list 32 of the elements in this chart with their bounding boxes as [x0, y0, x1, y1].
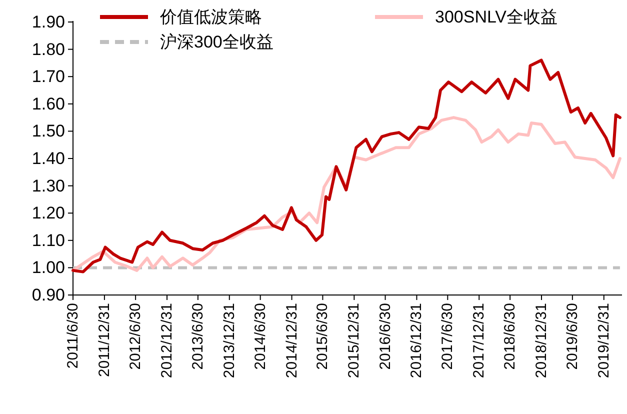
x-tick-label: 2017/6/30 — [439, 303, 456, 370]
x-tick-label: 2016/6/30 — [376, 303, 394, 370]
x-tick-label: 2019/6/30 — [564, 303, 581, 370]
x-tick-label: 2013/12/31 — [220, 303, 238, 378]
x-tick-label: 2011/12/31 — [96, 303, 113, 377]
x-tick-label: 2014/12/31 — [283, 303, 300, 378]
y-tick-label: 1.40 — [32, 149, 65, 168]
x-tick-label: 2019/12/31 — [595, 303, 612, 378]
x-tick-label: 2013/6/30 — [189, 303, 206, 370]
y-tick-label: 1.10 — [32, 230, 65, 250]
x-tick-label: 2015/6/30 — [314, 303, 332, 370]
y-tick-label: 1.90 — [32, 12, 65, 32]
y-tick-label: 1.00 — [32, 258, 65, 278]
x-tick-label: 2012/12/31 — [158, 303, 176, 378]
x-tick-label: 2015/12/31 — [346, 303, 363, 378]
y-tick-label: 1.80 — [32, 40, 65, 59]
x-tick-label: 2016/12/31 — [408, 303, 426, 378]
legend-label: 300SNLV全收益 — [435, 8, 558, 26]
x-tick-label: 2011/6/30 — [64, 303, 82, 369]
legend-label: 价值低波策略 — [159, 8, 262, 26]
y-tick-label: 1.30 — [32, 176, 65, 196]
y-tick-label: 0.90 — [32, 286, 65, 304]
x-tick-label: 2014/6/30 — [252, 303, 269, 370]
x-tick-label: 2017/12/31 — [470, 303, 488, 378]
x-tick-label: 2018/6/30 — [502, 303, 519, 370]
y-tick-label: 1.20 — [32, 204, 65, 223]
y-tick-label: 1.60 — [32, 94, 65, 114]
y-tick-label: 1.70 — [32, 67, 65, 86]
x-tick-label: 2012/6/30 — [127, 303, 144, 370]
y-tick-label: 1.50 — [32, 122, 65, 141]
x-tick-label: 2018/12/31 — [532, 303, 550, 378]
legend-label: 沪深300全收益 — [160, 32, 274, 52]
